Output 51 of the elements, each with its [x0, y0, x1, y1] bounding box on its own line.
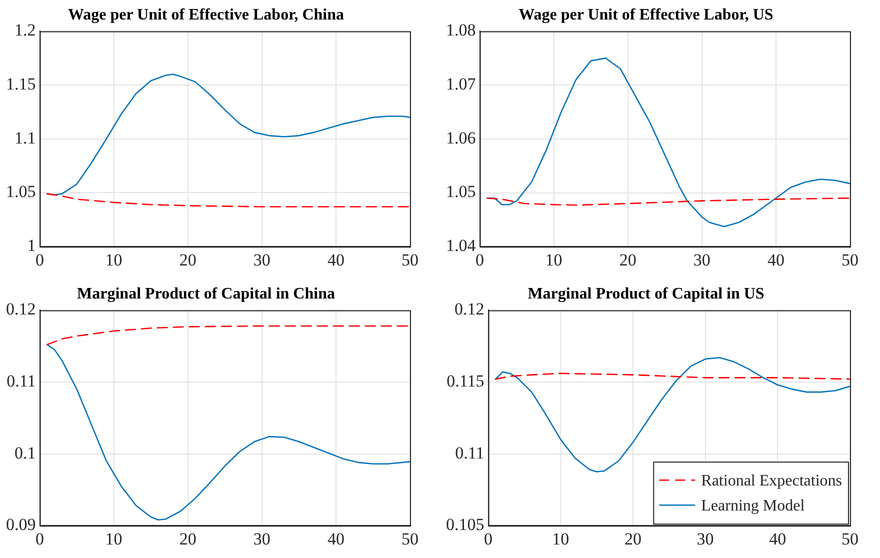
y-tick-label: 1.05	[6, 182, 36, 202]
y-tick-label: 0.12	[454, 300, 484, 319]
y-tick-label: 1.1	[14, 128, 36, 148]
x-tick-label: 20	[179, 529, 196, 548]
y-tick-label: 0.11	[455, 443, 484, 462]
chart-title: Marginal Product of Capital in US	[528, 286, 764, 303]
y-tick-label: 1.15	[6, 74, 36, 94]
x-tick-label: 0	[36, 250, 44, 270]
y-tick-label: 1.04	[446, 236, 476, 256]
x-tick-label: 20	[619, 250, 636, 270]
y-tick-label: 1	[27, 236, 36, 256]
line-series	[46, 325, 410, 346]
chart-title: Marginal Product of Capital in China	[77, 286, 335, 303]
x-tick-label: 50	[842, 250, 858, 270]
x-tick-label: 0	[484, 529, 492, 548]
x-tick-label: 50	[402, 529, 418, 548]
line-series	[46, 193, 410, 208]
y-tick-label: 0.1	[14, 443, 36, 462]
y-tick-label: 0.115	[446, 371, 484, 390]
x-tick-label: 40	[767, 250, 784, 270]
y-tick-label: 1.06	[446, 128, 476, 148]
x-tick-label: 40	[327, 250, 344, 270]
y-tick-label: 1.07	[446, 74, 476, 94]
chart-title: Wage per Unit of Effective Labor, China	[68, 6, 344, 24]
x-tick-label: 50	[842, 529, 858, 548]
y-tick-label: 1.08	[446, 20, 476, 40]
x-tick-label: 30	[253, 529, 270, 548]
y-tick-label: 0.09	[6, 515, 36, 534]
x-tick-label: 40	[769, 529, 786, 548]
x-tick-label: 30	[696, 529, 714, 548]
line-series	[486, 197, 850, 206]
y-tick-label: 1.2	[14, 20, 36, 40]
x-tick-label: 20	[624, 529, 642, 548]
x-tick-label: 10	[545, 250, 562, 270]
y-tick-label: 0.12	[6, 300, 36, 319]
x-tick-label: 30	[253, 250, 270, 270]
legend-label: Learning Model	[701, 497, 806, 514]
x-tick-label: 20	[179, 250, 196, 270]
x-tick-label: 10	[552, 529, 570, 548]
y-tick-label: 1.05	[446, 182, 476, 202]
x-tick-label: 50	[402, 250, 418, 270]
x-tick-label: 0	[476, 250, 484, 270]
y-tick-label: 0.11	[6, 371, 36, 390]
x-tick-label: 10	[105, 529, 122, 548]
legend-label: Rational Expectations	[701, 472, 842, 490]
x-tick-label: 0	[36, 529, 44, 548]
chart-title: Wage per Unit of Effective Labor, US	[518, 6, 774, 24]
x-tick-label: 10	[105, 250, 122, 270]
x-tick-label: 40	[327, 529, 344, 548]
x-tick-label: 30	[693, 250, 710, 270]
y-tick-label: 0.105	[446, 515, 484, 534]
